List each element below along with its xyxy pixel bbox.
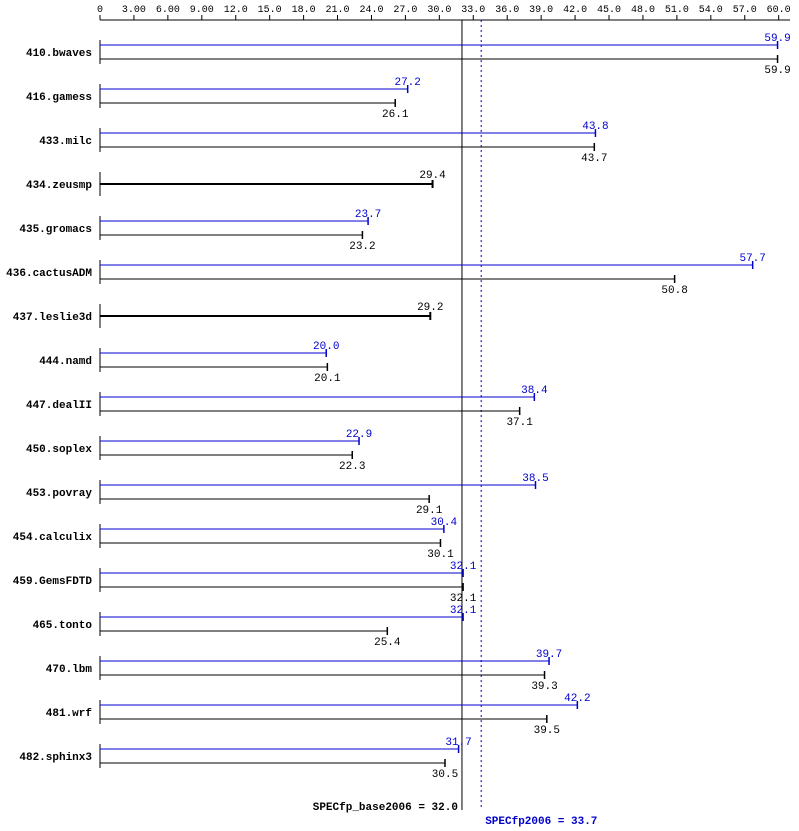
benchmark-label: 444.namd [39, 356, 92, 368]
axis-tick-label: 42.0 [563, 5, 587, 16]
axis-tick-label: 54.0 [699, 5, 723, 16]
benchmark-label: 433.milc [39, 136, 92, 148]
benchmark-label: 447.dealII [26, 400, 92, 412]
value-label-base: 20.1 [314, 373, 341, 385]
value-label-peak: 27.2 [394, 77, 420, 89]
axis-tick-label: 9.00 [190, 5, 214, 16]
value-label-peak: 31.7 [445, 737, 471, 749]
value-label-base: 29.1 [416, 505, 443, 517]
value-label-base: 50.8 [661, 285, 687, 297]
benchmark-label: 465.tonto [33, 620, 93, 632]
axis-tick-label: 60.0 [767, 5, 791, 16]
benchmark-label: 470.lbm [46, 664, 93, 676]
value-label-peak: 32.1 [450, 605, 477, 617]
value-label-peak: 38.4 [521, 385, 548, 397]
value-label-base: 37.1 [506, 417, 533, 429]
axis-tick-label: 21.0 [326, 5, 350, 16]
value-label-base: 23.2 [349, 241, 375, 253]
benchmark-label: 454.calculix [13, 532, 93, 544]
axis-tick-label: 36.0 [495, 5, 519, 16]
benchmark-label: 481.wrf [46, 708, 93, 720]
value-label-base: 30.5 [432, 769, 458, 781]
value-label-peak: 39.7 [536, 649, 562, 661]
axis-tick-label: 18.0 [292, 5, 316, 16]
spec-benchmark-chart: 0 3.00 6.00 9.00 12.0 15.0 18.0 21.0 24.0 27.0 30.… [0, 0, 799, 831]
benchmark-label: 435.gromacs [19, 224, 92, 236]
axis-tick-label: 0 [97, 5, 103, 16]
benchmark-label: 434.zeusmp [26, 180, 92, 192]
value-label-base: 39.3 [531, 681, 557, 693]
axis-tick-label: 51.0 [665, 5, 689, 16]
benchmark-label: 416.gamess [26, 92, 92, 104]
axis-tick-label: 15.0 [258, 5, 282, 16]
value-label-peak: 57.7 [739, 253, 765, 265]
value-label-base: 39.5 [534, 725, 560, 737]
axis-tick-label: 3.00 [122, 5, 146, 16]
benchmark-label: 436.cactusADM [6, 268, 92, 280]
value-label-base: 22.3 [339, 461, 365, 473]
value-label-peak: 22.9 [346, 429, 372, 441]
value-label-peak: 43.8 [582, 121, 608, 133]
specfp-base-label: SPECfp_base2006 = 32.0 [313, 802, 458, 814]
value-label-peak: 38.5 [522, 473, 548, 485]
value-label-peak: 30.4 [431, 517, 458, 529]
axis-tick-label: 12.0 [224, 5, 248, 16]
value-label-peak: 32.1 [450, 561, 477, 573]
axis-tick-label: 24.0 [359, 5, 383, 16]
axis-tick-label: 33.0 [461, 5, 485, 16]
value-label-base: 59.9 [764, 65, 790, 77]
value-label-single: 29.4 [419, 170, 446, 182]
specfp-peak-label: SPECfp2006 = 33.7 [485, 816, 597, 828]
axis-tick-label: 6.00 [156, 5, 180, 16]
value-label-peak: 23.7 [355, 209, 381, 221]
axis-tick-label: 39.0 [529, 5, 553, 16]
value-label-base: 32.1 [450, 593, 477, 605]
benchmark-label: 437.leslie3d [13, 312, 92, 324]
benchmark-label: 410.bwaves [26, 48, 92, 60]
value-label-single: 29.2 [417, 302, 443, 314]
benchmark-label: 482.sphinx3 [19, 752, 92, 764]
value-label-base: 30.1 [427, 549, 454, 561]
axis-tick-label: 48.0 [631, 5, 655, 16]
value-label-base: 25.4 [374, 637, 401, 649]
value-label-base: 43.7 [581, 153, 607, 165]
value-label-peak: 20.0 [313, 341, 339, 353]
benchmark-label: 459.GemsFDTD [13, 576, 93, 588]
value-label-base: 26.1 [382, 109, 409, 121]
value-label-peak: 42.2 [564, 693, 590, 705]
benchmark-label: 450.soplex [26, 444, 92, 456]
benchmark-label: 453.povray [26, 488, 92, 500]
axis-tick-label: 45.0 [597, 5, 621, 16]
axis-tick-label: 27.0 [393, 5, 417, 16]
axis-tick-label: 57.0 [733, 5, 757, 16]
value-label-peak: 59.9 [764, 33, 790, 45]
axis-tick-label: 30.0 [427, 5, 451, 16]
